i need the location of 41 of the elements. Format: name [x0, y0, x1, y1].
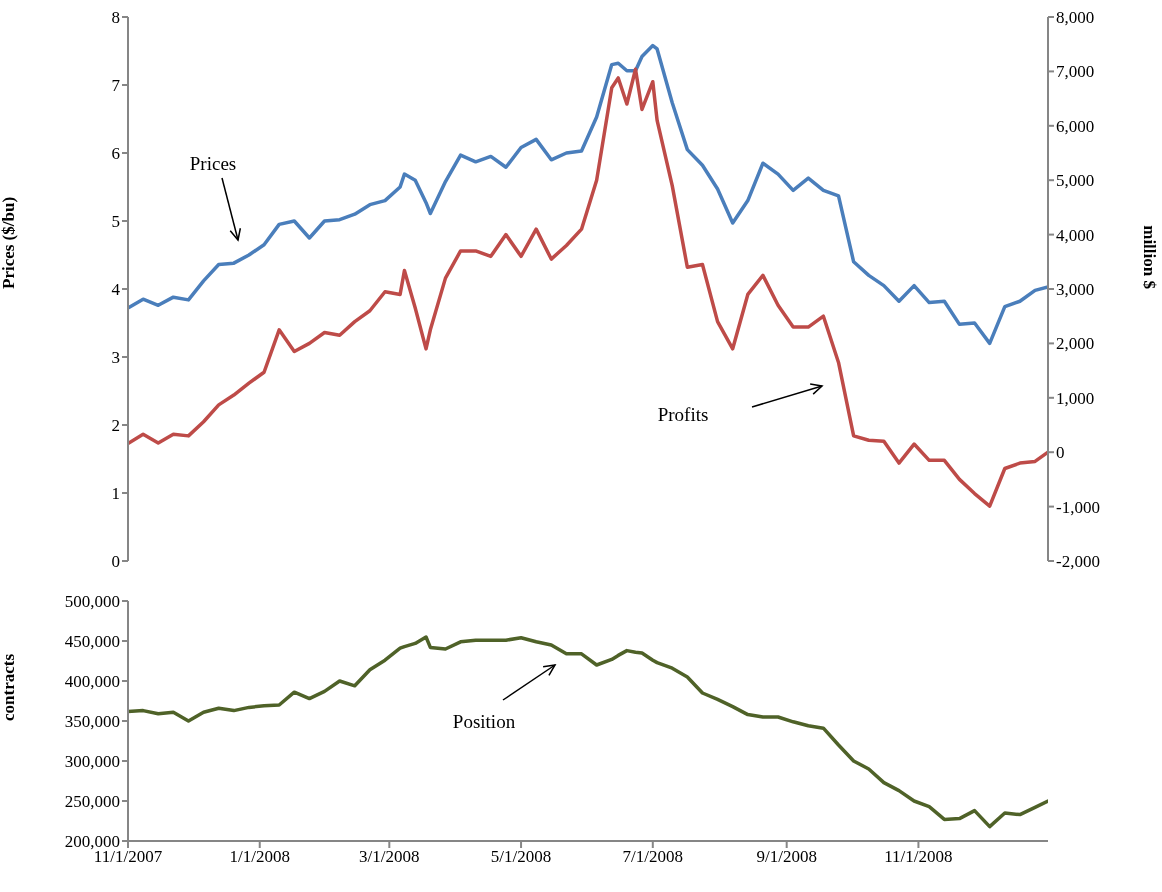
y2-axis-title: million $: [1139, 225, 1159, 290]
y-tick-label: 250,000: [64, 792, 120, 812]
y-tick-label: 5: [111, 212, 120, 232]
y2-tick-label: 0: [1056, 443, 1065, 463]
y2-tick-label: 8,000: [1056, 8, 1095, 28]
y-tick-label: 1: [111, 484, 120, 504]
y2-tick-label: 7,000: [1056, 62, 1095, 82]
line-series: [128, 635, 1048, 829]
annotation: Profits: [657, 404, 709, 426]
y2-tick-label: 6,000: [1056, 116, 1095, 136]
x-tick-label: 3/1/2008: [359, 847, 420, 867]
y2-tick-label: 1,000: [1056, 388, 1095, 408]
y-tick-label: 400,000: [64, 672, 120, 692]
y-axis-title: Prices ($/bu): [0, 196, 19, 289]
y2-tick-label: 3,000: [1056, 280, 1095, 300]
y-tick-label: 450,000: [64, 632, 120, 652]
y-tick-label: 8: [111, 8, 120, 28]
y-tick-label: 500,000: [64, 592, 120, 612]
y-tick-label: 7: [111, 76, 121, 96]
x-tick-label: 9/1/2008: [756, 847, 817, 867]
y-tick-label: 4: [111, 280, 121, 300]
y2-tick-label: -2,000: [1056, 552, 1100, 572]
y-tick-label: 0: [111, 552, 120, 572]
y-axis-title: contracts: [0, 653, 19, 721]
y2-tick-label: 2,000: [1056, 334, 1095, 354]
y2-tick-label: 5,000: [1056, 171, 1095, 191]
x-tick-label: 11/1/2008: [884, 847, 953, 867]
line-series: [128, 43, 1048, 346]
x-tick-label: 7/1/2008: [622, 847, 684, 867]
y-tick-label: 350,000: [64, 712, 120, 732]
y-tick-label: 3: [111, 348, 120, 368]
y-tick-label: 300,000: [64, 752, 120, 772]
y2-tick-label: 4,000: [1056, 225, 1095, 245]
line-series: [128, 67, 1048, 508]
annotation: Position: [452, 711, 516, 733]
annotation: Prices: [189, 153, 237, 175]
x-tick-label: 1/1/2008: [229, 847, 290, 867]
y-tick-label: 6: [111, 144, 120, 164]
x-tick-label: 5/1/2008: [490, 847, 552, 867]
y-tick-label: 2: [111, 416, 120, 436]
y2-tick-label: -1,000: [1056, 497, 1100, 517]
